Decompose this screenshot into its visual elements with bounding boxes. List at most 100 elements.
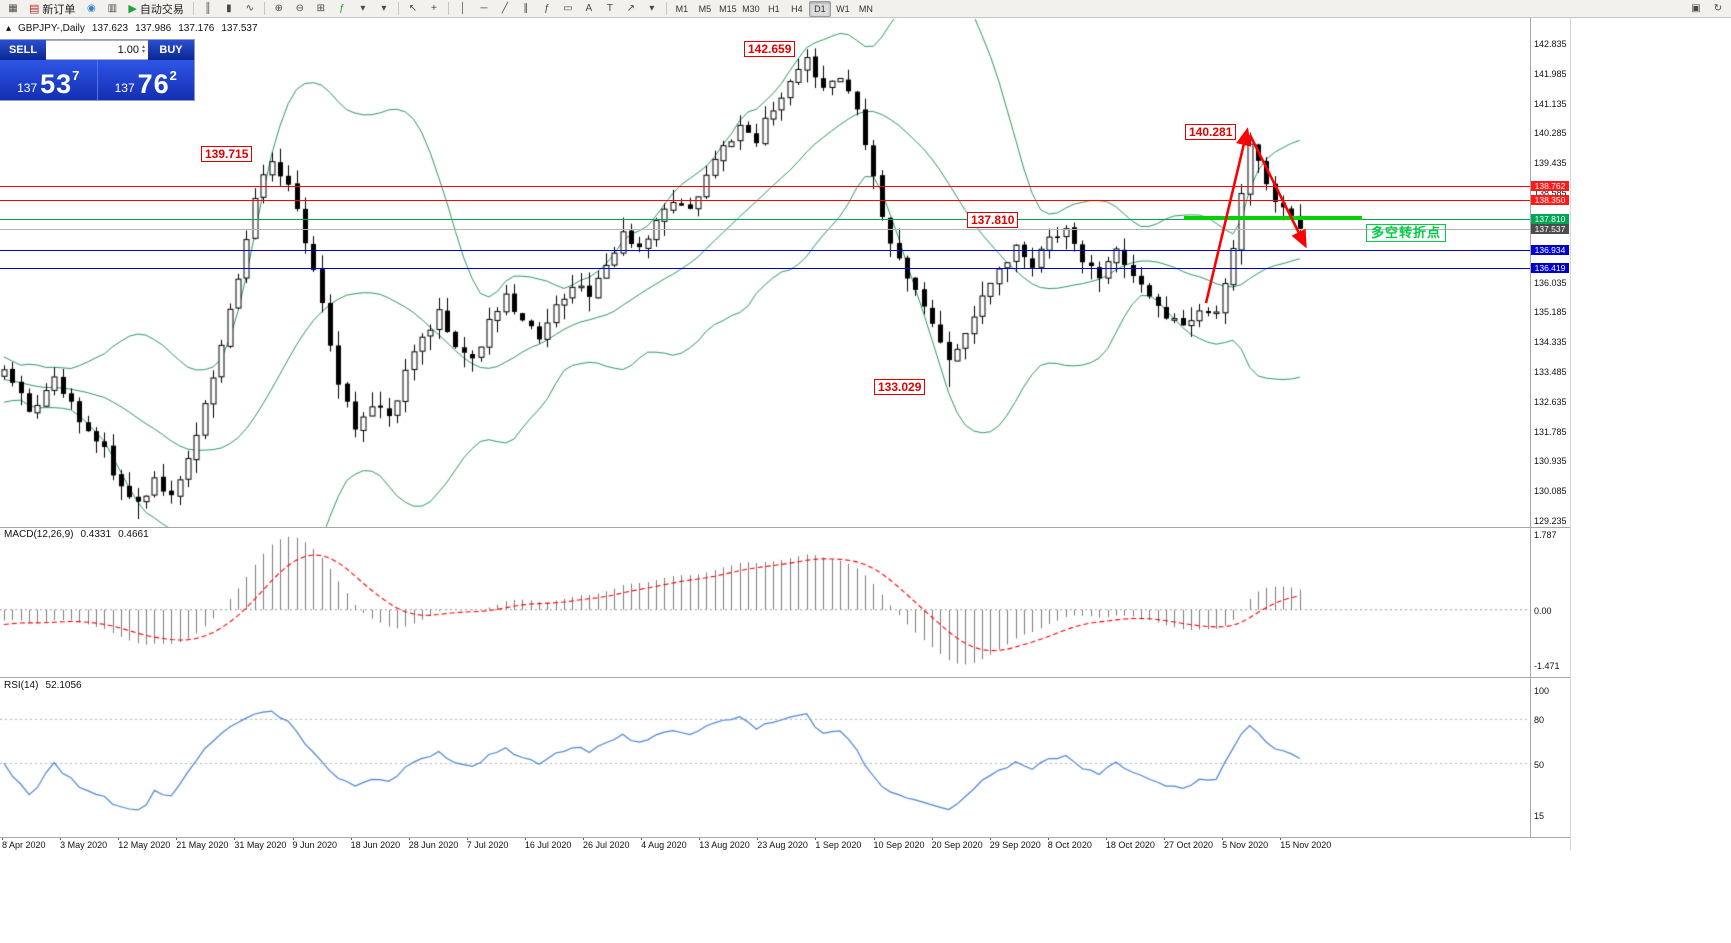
price-axis-label: 134.335 [1534,337,1567,347]
time-axis-tick [292,837,294,840]
timeframe-d1[interactable]: D1 [808,0,831,17]
support-line-segment[interactable] [1184,216,1362,220]
autotrading-button-label: 自动交易 [139,3,184,16]
autotrading-button[interactable]: ▶ 自动交易 [123,0,188,17]
time-axis-label: 23 Aug 2020 [757,840,808,850]
templates-dropdown-icon[interactable]: ▾ [381,3,387,14]
one-click-trading-panel: SELL 1.00 ▴ ▾ BUY 137 53 7 137 76 2 [0,40,194,100]
rsi-axis-label: 100 [1534,686,1550,696]
time-axis-tick [641,837,643,840]
zoom-out-icon[interactable]: ⊖ [295,3,305,14]
bar-chart-icon[interactable]: ║ [204,3,212,14]
volume-field[interactable]: 1.00 ▴ ▾ [46,40,148,60]
time-axis-tick [699,837,701,840]
panel-separator [0,837,1570,838]
time-axis-tick [60,837,62,840]
shapes-icon[interactable]: ▭ [563,3,573,14]
time-axis-tick [583,837,584,840]
time-axis-tick [1222,837,1224,840]
rsi-name: RSI(14) [4,680,39,691]
turning-point-note[interactable]: 多空转折点 [1366,224,1447,242]
objects-dropdown-icon[interactable]: ▾ [649,3,655,14]
volume-stepper[interactable]: ▴ ▾ [141,44,145,55]
trendline-icon[interactable]: ╱ [501,3,508,14]
timeframe-m15[interactable]: M15 [719,3,737,14]
time-axis-label: 31 May 2020 [234,840,287,850]
toolbar-separator [665,2,667,15]
time-axis-tick [2,837,3,840]
price-annotation[interactable]: 137.810 [967,212,1019,228]
macd-main-value: 0.4331 [80,529,112,540]
buy-price-button[interactable]: 137 76 2 [96,60,195,100]
crosshair-icon[interactable]: + [430,3,437,14]
vertical-line-icon[interactable]: │ [459,3,466,14]
volume-up-icon[interactable]: ▴ [141,44,145,50]
toolbar-separator [447,2,449,15]
chart-window-icon[interactable]: ▥ [107,3,118,14]
time-axis-tick [1105,837,1107,840]
text-label-icon[interactable]: T [606,3,613,14]
macd-name: MACD(12,26,9) [4,529,74,540]
community-icon[interactable]: ◉ [87,3,96,14]
tile-windows-icon[interactable]: ⊞ [316,3,326,14]
price-level-line[interactable] [0,200,1530,201]
new-order-button[interactable]: ▤ 新订单 [24,0,80,17]
time-axis-label: 27 Oct 2020 [1164,840,1214,850]
ohlc-low: 137.176 [178,23,215,34]
timeframe-h1[interactable]: H1 [768,3,780,14]
indicators-dropdown-icon[interactable]: ▾ [360,3,366,14]
sell-price-whole: 137 [17,81,38,95]
time-axis-tick [873,837,875,840]
sell-price-button[interactable]: 137 53 7 [0,60,97,100]
price-axis-label: 133.485 [1534,367,1567,377]
new-chart-icon[interactable]: ▦ [8,3,18,14]
price-annotation[interactable]: 142.659 [744,41,796,57]
volume-down-icon[interactable]: ▾ [141,49,145,55]
price-level-line[interactable] [0,186,1530,187]
sell-button[interactable]: SELL [0,40,46,60]
cursor-icon[interactable]: ↖ [408,3,418,14]
price-level-line[interactable] [0,219,1530,220]
time-axis-tick [1280,837,1282,840]
price-axis-label: 131.785 [1534,427,1567,437]
horizontal-line-icon[interactable]: ─ [480,3,488,14]
time-axis-tick [815,837,817,840]
arrows-tool-icon[interactable]: ↗ [626,3,636,14]
text-icon[interactable]: A [585,3,593,14]
price-axis-label: 138.585 [1534,188,1567,198]
buy-button[interactable]: BUY [148,40,194,60]
chart-symbol-period: GBPJPY-,Daily [18,23,85,34]
price-level-line[interactable] [0,250,1530,251]
equidistant-channel-icon[interactable]: ∥ [523,3,529,14]
price-level-line[interactable] [0,268,1530,269]
price-annotation[interactable]: 133.029 [874,379,926,395]
time-axis-label: 9 Jun 2020 [292,840,338,850]
candlestick-chart-icon[interactable]: ▮ [226,3,232,14]
price-annotation[interactable]: 140.281 [1185,124,1237,140]
zoom-in-icon[interactable]: ⊕ [274,3,284,14]
rsi-value: 52.1056 [45,680,82,691]
chart-shift-icon[interactable]: ▣ [1691,3,1701,14]
indicators-icon[interactable]: ƒ [339,3,345,14]
auto-scroll-icon[interactable]: ↻ [1713,3,1723,14]
rsi-axis-label: 15 [1534,811,1545,821]
price-annotation[interactable]: 139.715 [201,146,253,162]
price-axis-badge: 136.419 [1531,263,1569,273]
line-chart-icon[interactable]: ∿ [245,3,255,14]
fibonacci-icon[interactable]: ƒ [544,3,550,14]
time-axis-label: 13 Aug 2020 [699,840,750,850]
timeframe-mn[interactable]: MN [858,3,873,14]
timeframe-m1[interactable]: M1 [675,3,689,14]
timeframe-m5[interactable]: M5 [698,3,712,14]
timeframe-h4[interactable]: H4 [791,3,803,14]
time-axis-label: 18 Jun 2020 [350,840,401,850]
price-axis-label: 132.635 [1534,397,1567,407]
timeframe-w1[interactable]: W1 [836,3,850,14]
timeframe-m30[interactable]: M30 [742,3,760,14]
price-level-line[interactable] [0,229,1530,230]
price-axis-label: 139.435 [1534,158,1567,168]
price-axis-label: 130.935 [1534,456,1567,466]
macd-indicator-label: MACD(12,26,9) 0.4331 0.4661 [4,529,149,540]
